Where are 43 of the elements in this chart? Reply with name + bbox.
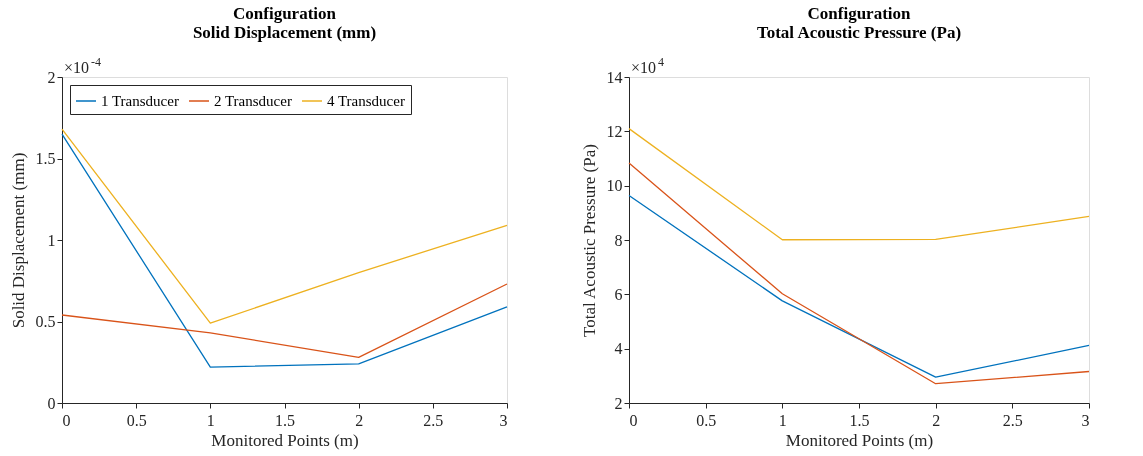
x-axis-title: Monitored Points (m) [211, 430, 359, 450]
y-tick-label: 2 [47, 68, 56, 86]
chart-title: Configuration [233, 4, 337, 23]
y-tick-label: 4 [614, 340, 623, 358]
y-tick-label: 0.5 [35, 313, 56, 330]
legend-label: 4 Transducer [327, 93, 405, 109]
x-tick-label: 2 [355, 411, 364, 429]
chart-title: Configuration [807, 4, 912, 23]
y-tick-label: 1.5 [35, 150, 56, 167]
x-tick-label: 0 [629, 411, 638, 429]
line-series [61, 128, 508, 324]
x-tick-label: 1 [778, 411, 787, 429]
x-tick-label: 1.5 [849, 411, 870, 429]
y-tick-label: 6 [614, 285, 623, 303]
text: Solid Displacement (mm) [8, 152, 28, 329]
x-tick-label: 0 [62, 411, 71, 429]
x-tick-label: 2.5 [423, 411, 444, 429]
y-tick-label: 0 [47, 394, 56, 412]
x-tick-label: 1 [206, 411, 215, 429]
x-tick-label: 2 [932, 411, 941, 429]
line-series [61, 283, 508, 359]
line-series [61, 133, 508, 368]
line-series [628, 194, 1090, 378]
line-series [628, 127, 1090, 241]
y-axis-title: Total Acoustic Pressure (Pa) [756, 23, 962, 42]
y-tick-label: 2 [614, 394, 623, 412]
x-tick-label: 0.5 [126, 411, 147, 429]
x-tick-label: 3 [499, 411, 508, 429]
y-tick-label: 8 [614, 231, 623, 249]
x-axis-title: Monitored Points (m) [785, 430, 934, 450]
text: Total Acoustic Pressure (Pa) [579, 144, 599, 337]
line-series [628, 162, 1090, 385]
y-tick-label: 10 [606, 177, 623, 195]
y-tick-label: 14 [606, 68, 623, 86]
y-axis-title: Solid Displacement (mm) [192, 23, 377, 42]
legend-label: 1 Transducer [101, 93, 179, 109]
x-tick-label: 2.5 [1002, 411, 1023, 429]
y-tick-label: 1 [47, 231, 56, 249]
legend-label: 2 Transducer [214, 93, 292, 109]
x-tick-label: 1.5 [275, 411, 295, 429]
y-tick-label: 12 [606, 122, 623, 140]
x-tick-label: 3 [1081, 411, 1090, 429]
x-tick-label: 0.5 [696, 411, 717, 429]
